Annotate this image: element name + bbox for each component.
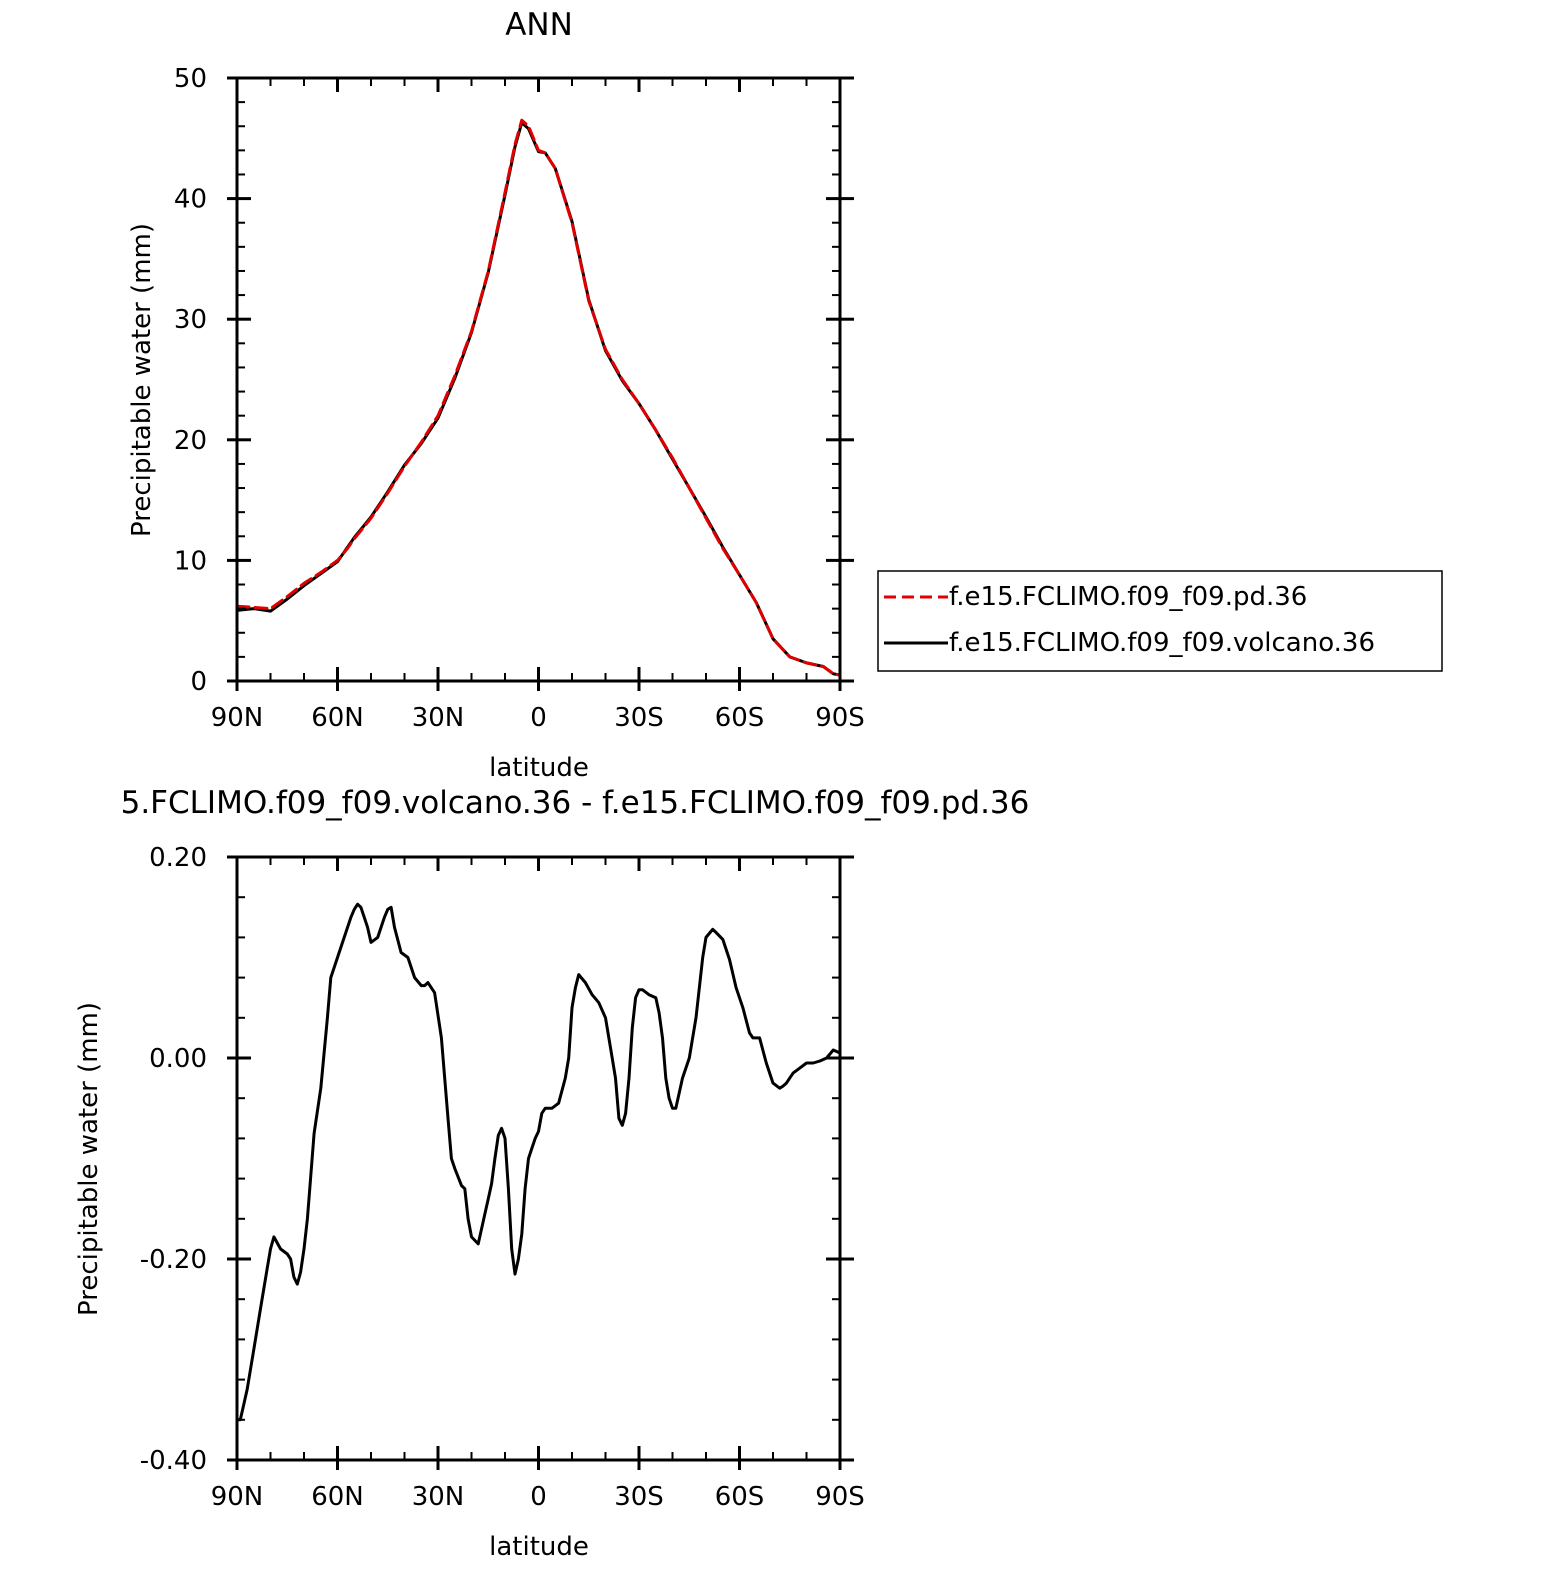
- y-axis-label: Precipitable water (mm): [127, 223, 157, 537]
- y-tick-label: 0: [190, 667, 207, 697]
- x-tick-label: 30N: [412, 703, 465, 733]
- axis-ticks: [227, 76, 854, 691]
- chart-marks: [235, 118, 842, 677]
- x-tick-label: 60S: [715, 1482, 765, 1512]
- y-tick-label: -0.40: [140, 1446, 207, 1476]
- chart-title: 5.FCLIMO.f09_f09.volcano.36 - f.e15.FCLI…: [121, 785, 1030, 821]
- x-tick-label: 60N: [311, 1482, 364, 1512]
- x-tick-label: 30S: [614, 1482, 664, 1512]
- x-tick-label: 0: [530, 1482, 547, 1512]
- series-line-1: [235, 902, 842, 1422]
- axis-ticks: [227, 855, 854, 1470]
- y-tick-label: 50: [174, 64, 207, 94]
- x-tick-label: 90S: [815, 1482, 865, 1512]
- legend: f.e15.FCLIMO.f09_f09.pd.36 f.e15.FCLIMO.…: [877, 570, 1443, 672]
- x-tick-labels: 90N 60N 30N 0 30S 60S 90S: [211, 1482, 865, 1512]
- chart-difference: 5.FCLIMO.f09_f09.volcano.36 - f.e15.FCLI…: [74, 785, 1029, 1562]
- y-tick-label: 40: [174, 185, 207, 215]
- x-tick-label: 90S: [815, 703, 865, 733]
- legend-label-volcano: f.e15.FCLIMO.f09_f09.volcano.36: [949, 628, 1375, 658]
- y-tick-label: -0.20: [140, 1245, 207, 1275]
- x-tick-label: 60N: [311, 703, 364, 733]
- x-tick-label: 30S: [614, 703, 664, 733]
- y-tick-label: 10: [174, 546, 207, 576]
- x-tick-label: 90N: [211, 703, 264, 733]
- y-tick-label: 0.20: [149, 843, 207, 873]
- y-tick-labels: 0 10 20 30 40 50: [174, 64, 207, 697]
- x-axis-label: latitude: [489, 753, 589, 783]
- legend-label-pd: f.e15.FCLIMO.f09_f09.pd.36: [949, 582, 1307, 612]
- y-tick-label: 0.00: [149, 1044, 207, 1074]
- y-axis-label: Precipitable water (mm): [74, 1002, 104, 1316]
- y-tick-labels: -0.40 -0.20 0.00 0.20: [140, 843, 207, 1476]
- chart-marks: [235, 902, 842, 1422]
- x-tick-labels: 90N 60N 30N 0 30S 60S 90S: [211, 703, 865, 733]
- x-tick-label: 30N: [412, 1482, 465, 1512]
- y-tick-label: 30: [174, 305, 207, 335]
- chart-title: ANN: [505, 7, 573, 43]
- x-tick-label: 60S: [715, 703, 765, 733]
- x-tick-label: 90N: [211, 1482, 264, 1512]
- x-axis-label: latitude: [489, 1532, 589, 1562]
- x-tick-label: 0: [530, 703, 547, 733]
- chart-annual-mean: ANN 90N 60N 30N 0 30S 60S 90S 0 10 20 30 40 50 lati…: [127, 7, 1443, 783]
- y-tick-label: 20: [174, 426, 207, 456]
- legend-box: [877, 570, 1443, 672]
- series-line-1: [235, 118, 842, 677]
